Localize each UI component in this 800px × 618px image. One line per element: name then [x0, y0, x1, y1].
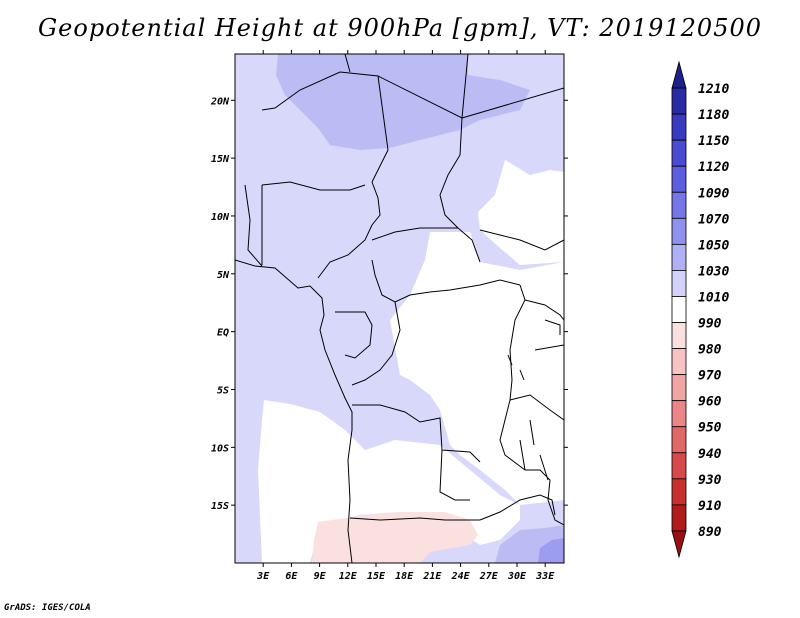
- lat-tick-label: 5S: [217, 385, 229, 396]
- border-zambia-zimbabwe: [479, 494, 556, 521]
- lat-tick-label: 15S: [211, 501, 229, 512]
- border-namibia-angola: [349, 517, 480, 521]
- colorbar-label: 940: [698, 447, 722, 462]
- colorbar-segment: [671, 530, 687, 559]
- chart-title: Geopotential Height at 900hPa [gpm], VT:…: [38, 14, 762, 42]
- colorbar-segment: [671, 60, 687, 89]
- border-chad-sudan: [439, 117, 481, 263]
- colorbar-label: 1050: [698, 238, 729, 253]
- border-drc-angola: [352, 404, 481, 463]
- border-niger-nigeria: [261, 181, 366, 191]
- lon-tick-label: 30E: [507, 571, 527, 582]
- colorbar-segment: [671, 400, 687, 428]
- colorbar-segment: [671, 426, 687, 454]
- lon-tick-label: 33E: [535, 571, 555, 582]
- colorbar-segment: [671, 322, 687, 349]
- lat-tick-label: 15N: [211, 154, 230, 165]
- colorbar-segment: [671, 113, 687, 141]
- lon-tick-label: 9E: [314, 571, 327, 582]
- lat-tick-label: 10N: [211, 212, 230, 223]
- lat-axis: 20N 15N 10N 5N EQ 5S 10S 15S: [210, 96, 568, 512]
- colorbar-label: 1150: [698, 134, 729, 149]
- lon-tick-label: 21E: [422, 571, 442, 582]
- colorbar-label: 960: [698, 395, 722, 410]
- colorbar-segment: [671, 270, 687, 297]
- lon-tick-label: 3E: [256, 571, 270, 582]
- colorbar-label: 930: [698, 473, 722, 488]
- colorbar-segment: [671, 478, 687, 506]
- field-1050-southeast: [538, 538, 564, 563]
- colorbar-label: 970: [698, 369, 722, 384]
- field-980-south: [312, 512, 478, 563]
- border-congo-drc: [351, 301, 401, 386]
- colorbar-segment: [671, 504, 687, 532]
- lon-tick-label: 12E: [339, 571, 358, 582]
- border-misc-lakes: [507, 319, 561, 481]
- map-plot-area: [235, 54, 564, 563]
- colorbar-label: 1120: [698, 160, 729, 175]
- colorbar-segment: [671, 348, 687, 376]
- colorbar-segment: [671, 296, 687, 323]
- colorbar-label: 1010: [698, 290, 729, 305]
- border-mali-niger: [261, 71, 389, 183]
- colorbar-segment: [671, 87, 687, 115]
- border-sudan-east: [461, 87, 564, 251]
- lat-tick-label: 10S: [211, 443, 229, 454]
- lat-tick-label: 20N: [210, 96, 230, 107]
- border-mozambique: [525, 469, 564, 526]
- map-frame: [234, 53, 565, 564]
- border-nigeria-cameroon: [317, 181, 381, 279]
- lat-tick-label: EQ: [217, 328, 229, 339]
- colorbar-label: 1030: [698, 264, 729, 279]
- colorbar-label: 1180: [698, 108, 729, 123]
- colorbar-label: 1070: [698, 212, 729, 227]
- coastline-west-africa: [235, 259, 353, 563]
- lon-axis: 3E 6E 9E 12E 15E 18E 21E 24E 27E 30E 33E: [256, 50, 555, 582]
- colorbar-label: 980: [698, 343, 722, 358]
- colorbar-segment: [671, 374, 687, 402]
- border-angola-zambia: [439, 449, 470, 501]
- country-borders: [235, 54, 564, 563]
- lat-tick-label: 5N: [217, 270, 230, 281]
- colorbar-segment: [671, 452, 687, 480]
- colorbar-segment: [671, 217, 687, 245]
- field-1030-north: [276, 54, 530, 150]
- colorbar-label: 890: [698, 525, 722, 540]
- colorbar-label: 950: [698, 421, 722, 436]
- colorbar-label: 990: [698, 317, 722, 332]
- border-uganda-kenya: [524, 299, 564, 321]
- border-drc-east: [499, 284, 526, 471]
- field-990-east-central: [390, 232, 564, 505]
- lon-tick-label: 6E: [285, 571, 298, 582]
- lon-tick-label: 27E: [479, 571, 499, 582]
- colorbar-label: 910: [698, 499, 722, 514]
- colorbar-segment: [671, 243, 687, 271]
- border-ghana-togo: [244, 184, 263, 267]
- colorbar: 1210 1180 1150 1120 1090 1070 1050 1030 1010 990 9…: [671, 60, 729, 559]
- lon-tick-label: 15E: [367, 571, 386, 582]
- border-gabon-congo: [335, 311, 373, 359]
- grads-credit: GrADS: IGES/COLA: [4, 603, 91, 613]
- colorbar-segment: [671, 165, 687, 193]
- border-chad-car: [371, 227, 458, 241]
- lon-tick-label: 24E: [451, 571, 471, 582]
- colorbar-segment: [671, 191, 687, 219]
- field-990-north-east: [478, 160, 564, 265]
- border-tanzania: [509, 344, 564, 421]
- border-car-congo: [371, 259, 521, 303]
- colorbar-segment: [671, 139, 687, 167]
- colorbar-label: 1210: [698, 82, 729, 97]
- lon-tick-label: 18E: [395, 571, 414, 582]
- colorbar-label: 1090: [698, 186, 729, 201]
